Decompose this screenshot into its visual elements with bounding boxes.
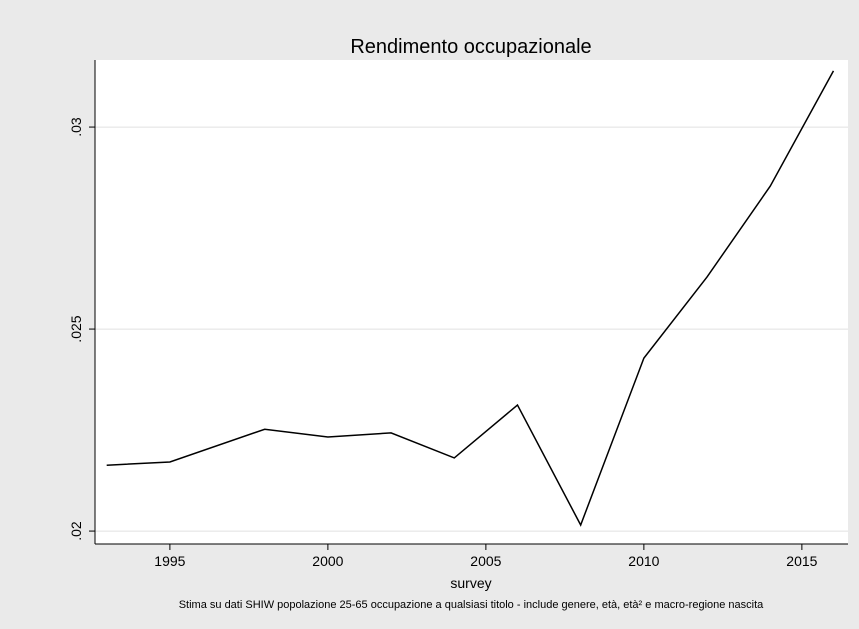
line-series <box>106 70 835 527</box>
x-tick-label: 2005 <box>470 553 501 569</box>
x-tick-label: 2000 <box>312 553 343 569</box>
x-tick-label: 1995 <box>154 553 185 569</box>
x-axis-label: survey <box>450 575 491 591</box>
note: Stima su dati SHIW popolazione 25-65 occ… <box>179 599 764 611</box>
x-tick-label: 2015 <box>786 553 817 569</box>
y-tick-label: .025 <box>68 315 84 342</box>
x-tick-label: 2010 <box>628 553 659 569</box>
plot-area <box>95 60 848 544</box>
chart-title: Rendimento occupazionale <box>350 36 591 58</box>
y-tick-label: .02 <box>68 521 84 541</box>
y-tick-label: .03 <box>68 117 84 137</box>
